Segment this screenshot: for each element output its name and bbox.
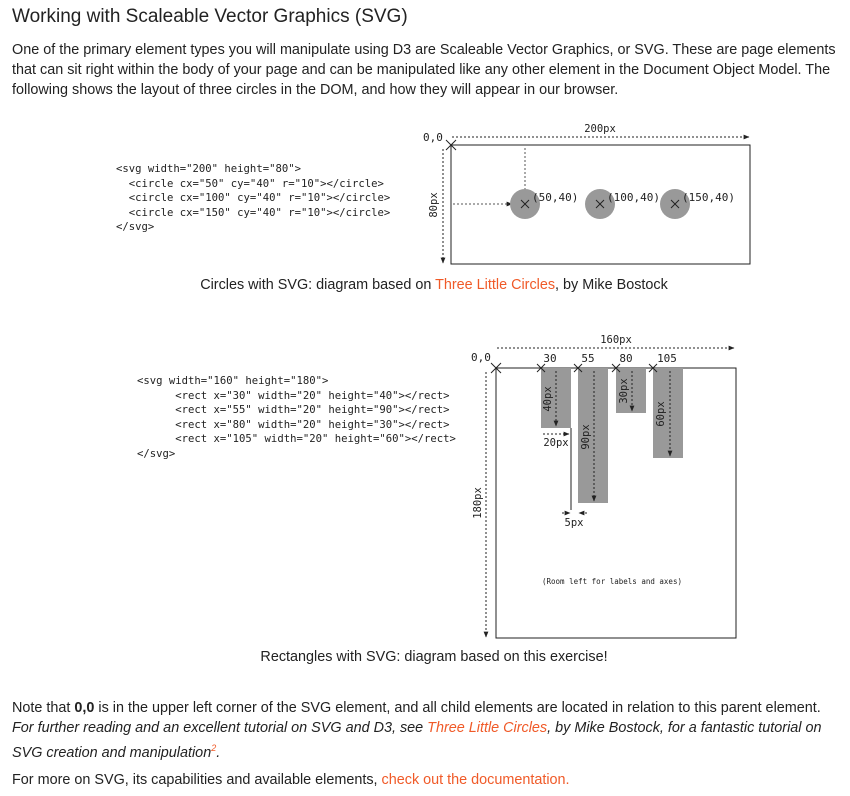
circle-point-label: (100,40) (607, 191, 660, 204)
note-text: For further reading and an excellent tut… (12, 720, 428, 736)
circles-code-snippet: <svg width="200" height="80"> <circle cx… (116, 163, 391, 234)
gap-label: 5px (565, 517, 584, 529)
bar-rect (653, 368, 683, 458)
circle: (150,40) (660, 189, 735, 219)
width-label: 200px (584, 123, 616, 135)
bar-rect (578, 368, 608, 503)
origin-label: 0,0 (471, 351, 491, 364)
center-marker (670, 199, 680, 209)
height-label: 180px (472, 487, 484, 519)
three-little-circles-link[interactable]: Three Little Circles (435, 277, 556, 293)
bar-width-label: 20px (543, 437, 568, 449)
note-italic: For further reading and an excellent tut… (12, 720, 821, 761)
x-position-label: 80 (619, 352, 632, 365)
bar-height-label: 90px (580, 424, 592, 449)
height-label: 80px (428, 192, 440, 217)
room-note: (Room left for labels and axes) (542, 577, 682, 586)
origin-marker (445, 139, 457, 151)
footnote-link[interactable]: 2 (211, 743, 217, 753)
bar-height-label: 40px (542, 386, 554, 411)
note-text: . (216, 744, 221, 761)
more-paragraph: For more on SVG, its capabilities and av… (12, 770, 844, 790)
x-position-label: 105 (657, 352, 677, 365)
note-paragraph: Note that 0,0 is in the upper left corne… (12, 698, 844, 763)
note-text: , by Mike Bostock, for a fantastic tutor… (12, 720, 822, 761)
circle-point-label: (150,40) (682, 191, 735, 204)
origin-bold: 0,0 (74, 700, 95, 716)
three-little-circles-link[interactable]: Three Little Circles (427, 720, 548, 736)
bar-rect (541, 368, 571, 428)
circle-point-label: (50,40) (532, 191, 578, 204)
note-text: is in the upper left corner of the SVG e… (94, 700, 821, 716)
center-marker (520, 199, 530, 209)
svg-canvas-box (450, 144, 751, 265)
x-position-label: 55 (581, 352, 594, 365)
origin-label: 0,0 (423, 131, 443, 144)
bar-height-label: 60px (655, 401, 667, 426)
rects-caption: Rectangles with SVG: diagram based on th… (260, 649, 608, 665)
origin-marker (490, 362, 502, 374)
x-position-label: 30 (543, 352, 556, 365)
circles-caption: Circles with SVG: diagram based on Three… (0, 277, 850, 293)
intro-paragraph: One of the primary element types you wil… (12, 42, 836, 98)
width-label: 160px (600, 334, 632, 346)
corner-markers (536, 363, 658, 373)
documentation-link[interactable]: check out the documentation. (381, 772, 570, 788)
bar-rect (616, 368, 646, 413)
page-title: Working with Scaleable Vector Graphics (… (12, 6, 408, 27)
circle: (100,40) (585, 189, 660, 219)
more-text: For more on SVG, its capabilities and av… (12, 772, 382, 788)
circle: (50,40) (510, 189, 578, 219)
rects-code-snippet: <svg width="160" height="180"> <rect x="… (137, 375, 456, 460)
note-text: Note that (12, 700, 75, 716)
bar-height-label: 30px (618, 378, 630, 403)
caption-text: , by Mike Bostock (555, 277, 668, 293)
caption-text: Circles with SVG: diagram based on (200, 277, 436, 293)
center-marker (595, 199, 605, 209)
